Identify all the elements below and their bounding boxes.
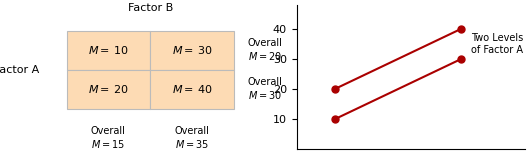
Text: Overall
$M = 20$: Overall $M = 20$ [248, 38, 282, 62]
FancyBboxPatch shape [150, 31, 234, 70]
Text: $M =\,10$: $M =\,10$ [88, 44, 129, 56]
FancyBboxPatch shape [67, 70, 150, 109]
Text: Factor B: Factor B [128, 3, 173, 13]
Text: Overall
$M = 15$: Overall $M = 15$ [91, 126, 126, 150]
Text: Factor A: Factor A [0, 65, 39, 75]
Text: $M =\,30$: $M =\,30$ [172, 44, 212, 56]
Text: Two Levels
of Factor A: Two Levels of Factor A [472, 33, 524, 55]
FancyBboxPatch shape [150, 70, 234, 109]
Text: Overall
$M = 35$: Overall $M = 35$ [174, 126, 209, 150]
Text: $M =\,40$: $M =\,40$ [172, 83, 212, 95]
Text: Overall
$M = 30$: Overall $M = 30$ [248, 77, 282, 101]
Text: $M =\,20$: $M =\,20$ [88, 83, 129, 95]
FancyBboxPatch shape [67, 31, 150, 70]
